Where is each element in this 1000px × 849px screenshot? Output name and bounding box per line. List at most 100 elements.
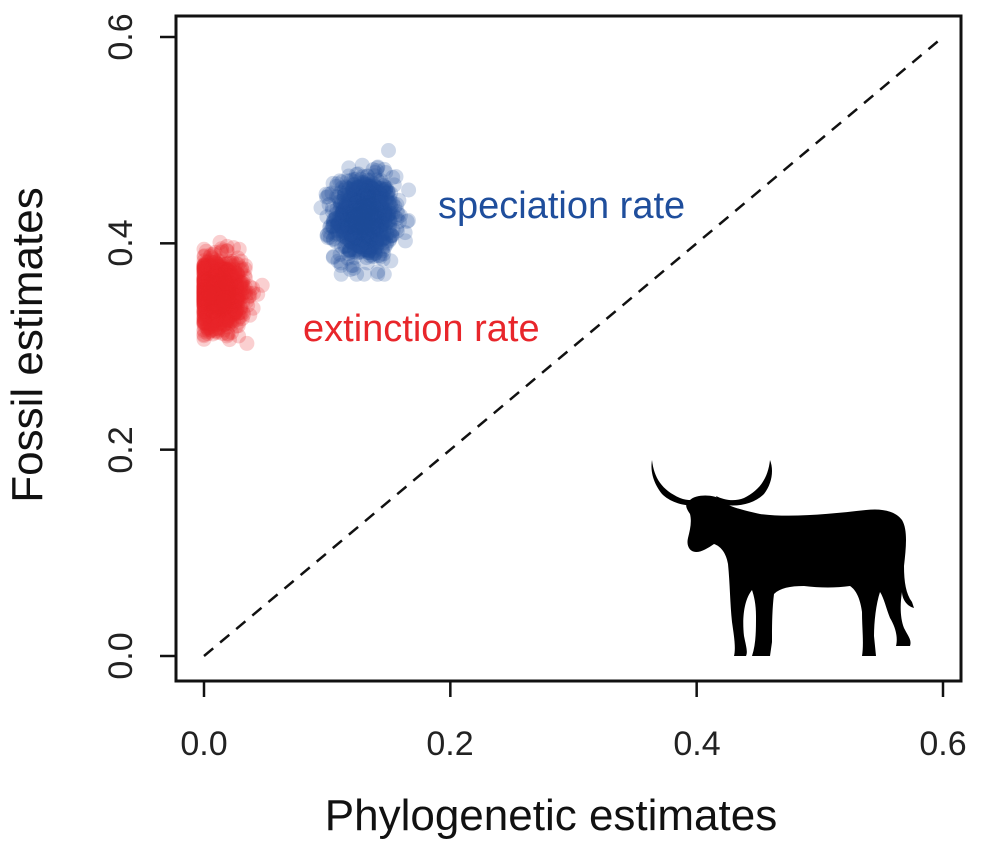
data-point [348, 213, 364, 229]
data-point [220, 305, 236, 321]
data-point [213, 286, 229, 302]
data-point [360, 206, 375, 222]
data-point [196, 314, 212, 330]
data-point [212, 299, 228, 315]
data-point [225, 296, 241, 312]
data-point [362, 198, 378, 214]
data-point [332, 173, 348, 189]
data-point [340, 250, 356, 266]
data-point [205, 297, 221, 313]
data-point [357, 228, 373, 244]
data-point [218, 284, 234, 300]
data-point [211, 289, 227, 305]
data-point [348, 215, 364, 231]
data-point [357, 214, 373, 230]
data-point [359, 212, 375, 228]
data-point [320, 230, 336, 246]
data-point [213, 277, 229, 293]
data-point [209, 266, 225, 282]
data-point [210, 312, 226, 328]
data-point [373, 200, 389, 216]
data-point [204, 275, 220, 291]
data-point [370, 266, 386, 282]
data-point [358, 199, 374, 214]
data-point [235, 304, 251, 320]
data-point [364, 187, 380, 203]
data-point [224, 273, 240, 289]
data-point [382, 190, 398, 206]
x-tick-label: 0.4 [673, 725, 720, 763]
data-point [196, 274, 212, 290]
data-point [360, 200, 376, 216]
data-point [213, 241, 229, 257]
data-point [356, 187, 372, 203]
data-point [358, 219, 374, 235]
data-point [201, 319, 217, 335]
data-point [220, 280, 236, 296]
data-point [336, 224, 352, 240]
data-point [352, 238, 368, 254]
data-point [350, 191, 366, 207]
data-point [367, 215, 382, 231]
data-point [352, 222, 368, 238]
data-point [213, 301, 229, 317]
data-point [237, 270, 253, 286]
data-point [340, 205, 356, 221]
data-point [369, 163, 385, 179]
data-point [359, 179, 375, 195]
data-point [340, 217, 356, 233]
data-point [337, 185, 353, 201]
data-point [204, 301, 219, 317]
data-point [204, 271, 220, 287]
data-point [227, 296, 243, 312]
data-point [209, 305, 225, 321]
data-point [355, 195, 371, 211]
data-point [341, 243, 357, 259]
data-point [359, 223, 375, 239]
data-point [358, 218, 374, 234]
data-point [362, 248, 378, 264]
data-point [196, 293, 212, 309]
data-point [354, 215, 370, 230]
data-point [206, 296, 222, 312]
data-point [345, 180, 361, 196]
data-point [208, 276, 224, 292]
data-point [356, 204, 372, 220]
data-point [329, 176, 345, 192]
data-point [331, 209, 347, 225]
data-point [377, 202, 393, 218]
data-point [230, 294, 246, 310]
data-point [202, 288, 217, 303]
data-point [242, 279, 258, 295]
data-point [231, 305, 247, 321]
data-point [218, 272, 234, 288]
data-point [222, 286, 238, 302]
data-point [210, 259, 226, 275]
data-point [212, 267, 228, 283]
data-point [336, 221, 352, 237]
data-point [340, 219, 356, 235]
data-point [196, 311, 212, 326]
data-point [196, 298, 212, 314]
data-point [359, 234, 375, 250]
x-tick-label: 0.2 [426, 725, 473, 763]
data-point [220, 285, 236, 301]
data-point [208, 298, 224, 314]
data-point [202, 289, 218, 305]
data-point [222, 267, 238, 283]
data-point [210, 269, 226, 285]
data-point [196, 268, 212, 284]
data-point [345, 220, 361, 236]
data-point [217, 300, 232, 316]
data-point [216, 293, 232, 309]
data-point [216, 287, 232, 303]
data-point [363, 183, 379, 199]
data-point [196, 294, 212, 310]
data-point [216, 268, 232, 284]
identity-dashed-line [203, 36, 944, 657]
data-point [367, 220, 383, 236]
data-point [206, 304, 222, 320]
data-point [238, 288, 254, 304]
data-point [369, 203, 385, 219]
data-point [203, 247, 219, 263]
